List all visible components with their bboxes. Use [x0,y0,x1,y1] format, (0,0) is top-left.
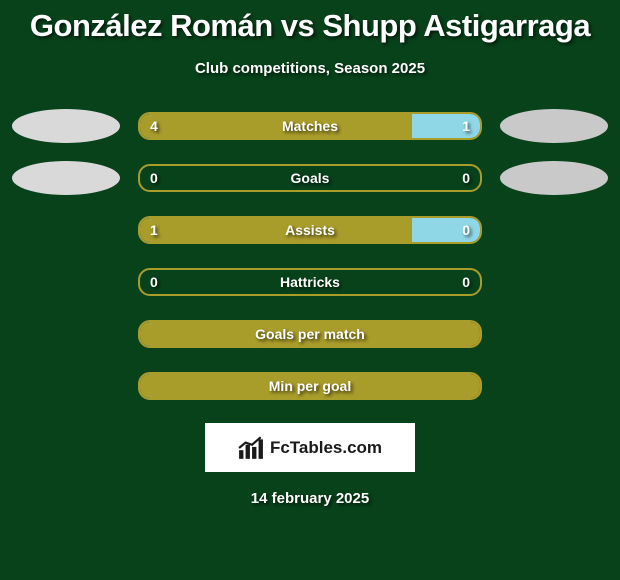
stat-bar: Hattricks0 0 [138,268,482,296]
stat-row: Assists1 0 [0,213,620,247]
stat-value-right: 1 [462,118,470,134]
stat-row: Goals per match [0,317,620,351]
player-bubble-left [12,161,120,195]
comparison-infographic: González Román vs Shupp Astigarraga Club… [0,0,620,580]
stat-row: Matches4 1 [0,109,620,143]
bubble-spacer [500,317,608,351]
stat-label: Matches [140,118,480,134]
bubble-spacer [12,265,120,299]
bubble-spacer [12,317,120,351]
logo-text: FcTables.com [270,438,382,458]
stat-bar: Goals0 0 [138,164,482,192]
stat-row: Hattricks0 0 [0,265,620,299]
bubble-spacer [500,369,608,403]
stat-bar: Min per goal [138,372,482,400]
date-label: 14 february 2025 [0,490,620,507]
stat-rows: Matches41Goals00Assists10Hattricks00Goal… [0,109,620,403]
stat-bar: Assists1 0 [138,216,482,244]
stat-value-left: 0 [150,274,158,290]
player-bubble-left [12,109,120,143]
stat-label: Assists [140,222,480,238]
page-subtitle: Club competitions, Season 2025 [0,60,620,77]
bubble-spacer [12,369,120,403]
stat-value-right: 0 [462,170,470,186]
bubble-spacer [12,213,120,247]
player-bubble-right [500,109,608,143]
stat-label: Hattricks [140,274,480,290]
logo-box: FcTables.com [205,423,415,472]
stat-value-right: 0 [462,274,470,290]
bubble-spacer [500,213,608,247]
bubble-spacer [500,265,608,299]
player-bubble-right [500,161,608,195]
stat-row: Min per goal [0,369,620,403]
stat-value-left: 0 [150,170,158,186]
stat-value-left: 4 [150,118,158,134]
logo-chart-icon [238,435,264,461]
stat-bar: Matches4 1 [138,112,482,140]
stat-row: Goals0 0 [0,161,620,195]
stat-label: Goals per match [140,326,480,342]
page-title: González Román vs Shupp Astigarraga [0,0,620,44]
stat-value-right: 0 [462,222,470,238]
stat-label: Goals [140,170,480,186]
stat-value-left: 1 [150,222,158,238]
stat-bar: Goals per match [138,320,482,348]
stat-label: Min per goal [140,378,480,394]
